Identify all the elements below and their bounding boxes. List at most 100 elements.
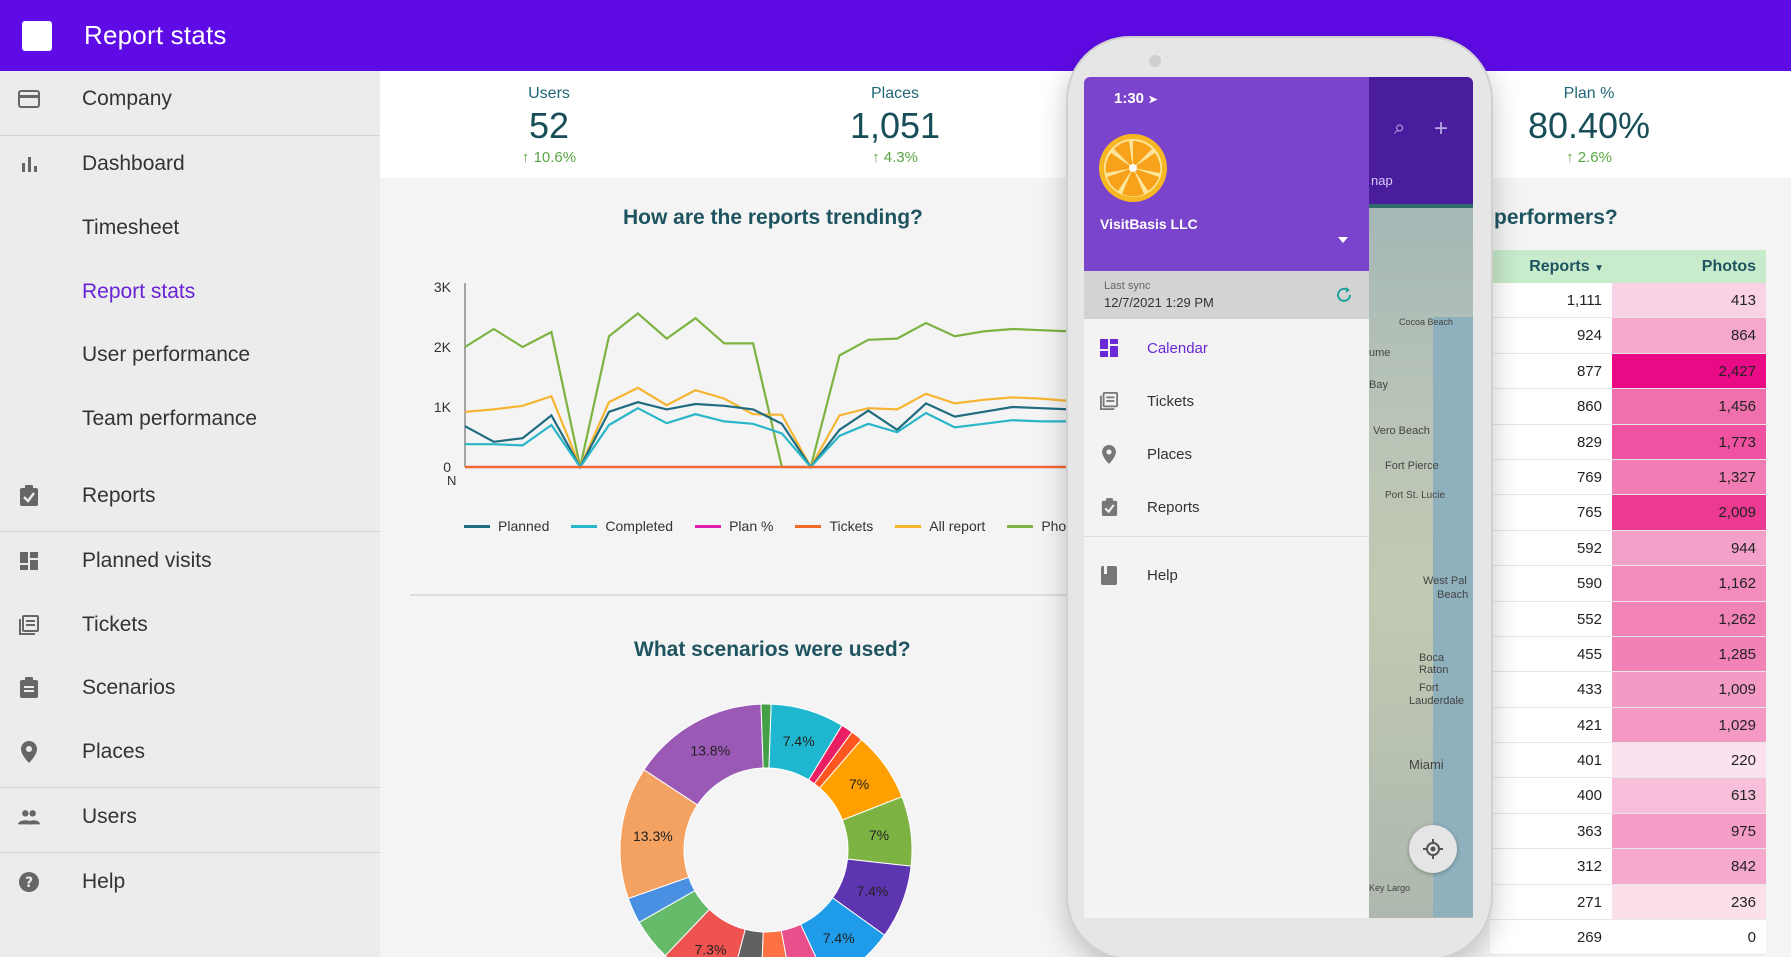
photos-cell: 2,427 [1612,353,1766,389]
table-row[interactable]: 312 842 [1490,849,1766,885]
sidebar-item-dashboard[interactable]: Dashboard [0,136,380,192]
my-location-button[interactable] [1409,825,1457,873]
reports-cell: 924 [1576,327,1602,345]
table-body: 1,111 413 924 864 877 2,427 860 1,456 829 1,773 76… [1490,283,1766,956]
sidebar-item-places[interactable]: Places [0,724,380,780]
reports-cell: 421 [1576,716,1602,734]
sidebar-item-help[interactable]: ? Help [0,854,380,910]
sidebar-item-users[interactable]: Users [0,789,380,845]
table-row[interactable]: 421 1,029 [1490,707,1766,744]
drawer-item-reports[interactable]: Reports [1084,485,1369,529]
table-row[interactable]: 401 220 [1490,743,1766,779]
reports-cell: 401 [1576,752,1602,770]
reports-cell: 765 [1576,504,1602,522]
refresh-icon[interactable] [1334,285,1354,305]
stat-value: 52 [528,105,570,146]
legend-swatch [571,524,598,528]
table-row[interactable]: 1,111 413 [1490,283,1766,319]
table-row[interactable]: 592 944 [1490,530,1766,567]
sync-time: 12/7/2021 1:29 PM [1104,295,1214,310]
map-app-bar [1369,77,1473,204]
donut-slice[interactable] [760,703,772,769]
sidebar-item-label: Reports [82,484,156,507]
table-row[interactable]: 924 864 [1490,318,1766,354]
legend-item[interactable]: Planned [464,516,549,536]
table-row[interactable]: 590 1,162 [1490,566,1766,602]
clipboard-check-icon [18,485,40,507]
sidebar-divider [0,787,380,788]
table-row[interactable]: 269 0 [1490,920,1766,956]
column-header-reports[interactable]: Reports ▼ [1490,250,1612,283]
x-tick-label: N [447,473,456,488]
app-logo[interactable] [22,20,52,51]
drawer-item-calendar[interactable]: Calendar [1084,326,1369,370]
column-header-photos[interactable]: Photos [1701,258,1756,275]
sidebar-item-team-performance[interactable]: Team performance [0,391,380,447]
legend-swatch [464,524,490,528]
slice-label: 7.4% [823,930,855,946]
sidebar-item-label: Tickets [82,613,148,636]
photos-cell: 413 [1612,283,1766,318]
photos-cell: 1,456 [1612,389,1766,424]
table-row[interactable]: 769 1,327 [1490,459,1766,496]
map-tab-label[interactable]: nap [1371,173,1393,188]
table-row[interactable]: 363 975 [1490,813,1766,850]
sidebar-item-reports[interactable]: Reports [0,468,380,524]
legend-swatch [695,524,722,528]
reports-cell: 400 [1576,787,1602,805]
slice-label: 7.4% [856,883,888,899]
drawer-item-help[interactable]: Help [1084,553,1369,597]
map-view[interactable]: ⌕ + nap Cocoa Beach ume Bay Vero Beach F… [1369,77,1473,918]
search-icon[interactable]: ⌕ [1394,117,1406,139]
donut-slice[interactable] [799,897,886,957]
sidebar-item-report-stats[interactable]: Report stats [0,264,380,320]
table-row[interactable]: 271 236 [1490,884,1766,921]
sidebar-item-tickets[interactable]: Tickets [0,597,380,653]
y-tick-label: 2K [434,339,452,355]
performers-table: Reports ▼ Photos 1,111 413 924 864 877 2,427 8… [1490,250,1766,956]
photos-cell: 944 [1612,530,1766,566]
legend-item[interactable]: Plan % [695,516,773,536]
org-name[interactable]: VisitBasis LLC [1100,216,1198,232]
reports-cell: 769 [1576,468,1602,486]
stat-delta: ↑ 2.6% [1479,149,1699,166]
table-row[interactable]: 455 1,285 [1490,636,1766,673]
sidebar-item-label: Company [82,87,172,110]
slice-label: 7.4% [783,733,815,749]
top-app-bar: Report stats [0,0,1791,71]
plus-icon[interactable]: + [1434,115,1449,142]
performers-title: performers? [1494,206,1618,229]
sidebar-item-user-performance[interactable]: User performance [0,327,380,383]
table-row[interactable]: 860 1,456 [1490,389,1766,425]
sidebar-item-planned-visits[interactable]: Planned visits [0,533,380,589]
stat-label: Plan % [1563,85,1615,102]
table-row[interactable]: 829 1,773 [1490,424,1766,460]
sidebar-item-company[interactable]: Company [0,71,380,127]
drawer-item-tickets[interactable]: Tickets [1084,379,1369,423]
drawer-item-label: Tickets [1147,392,1194,410]
legend-item[interactable]: All report [895,516,985,536]
table-row[interactable]: 400 613 [1490,778,1766,814]
table-row[interactable]: 877 2,427 [1490,353,1766,390]
sidebar-item-scenarios[interactable]: Scenarios [0,660,380,716]
y-tick-label: 3K [434,279,452,295]
sidebar-item-timesheet[interactable]: Timesheet [0,200,380,256]
drawer-item-places[interactable]: Places [1084,432,1369,476]
series-line-pho [464,311,1070,469]
table-row[interactable]: 433 1,009 [1490,672,1766,708]
chevron-down-icon[interactable] [1338,237,1348,243]
legend-item[interactable]: Completed [571,516,673,536]
sidebar-item-label: Team performance [82,407,258,430]
stat-delta-value: 2.6% [1577,149,1612,166]
scenario-chart-title: What scenarios were used? [634,638,911,661]
location-pin-icon [1099,444,1119,464]
legend-item[interactable]: Tickets [795,516,873,536]
sidebar-item-label: Help [82,870,126,893]
table-row[interactable]: 765 2,009 [1490,495,1766,531]
sidebar-divider [0,852,380,853]
trend-line-chart: 0 1K 2K 3K N [434,279,1070,488]
legend-swatch [795,524,822,528]
table-row[interactable]: 552 1,262 [1490,601,1766,637]
legend-item[interactable]: Pho [1007,516,1066,536]
last-sync-panel: Last sync 12/7/2021 1:29 PM [1084,271,1369,319]
